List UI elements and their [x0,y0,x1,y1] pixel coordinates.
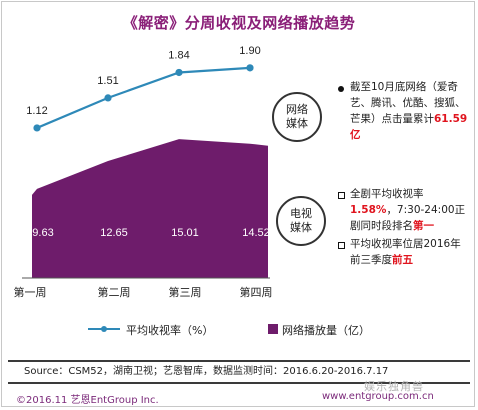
watermark-text: 娱乐独角兽 [364,380,424,393]
tv-note-text-2: ，7:30-24:00正剧同时段排名 [350,204,466,232]
tv-note-highlight-2: 第一 [413,220,434,232]
bullet-dot [338,86,344,92]
line-point [246,64,254,72]
legend-swatches [88,324,278,334]
legend-line-label: 平均收视率（%） [126,324,214,337]
tv-note-highlight-1: 1.58% [350,204,387,216]
network-note-text: 截至10月底网络（爱奇艺、腾讯、优酷、搜狐、芒果）点击量累计 [350,81,466,125]
tv-note-highlight-3: 前五 [392,254,413,266]
x-tick-label: 第一周 [14,285,47,299]
x-tick-label: 第二周 [98,285,131,299]
x-axis: 第一周 第二周 第三周 第四周 [14,277,273,299]
line-path [36,66,251,129]
tv-note-2: 平均收视率位居2016年前三季度前五 [350,236,468,268]
footer-website: www.entgroup.com.cn [322,391,434,402]
line-point [104,94,112,102]
area-data-label: 14.52 [242,227,270,239]
data-labels: 9.63 12.65 15.01 14.52 1.12 1.51 1.84 1.90 [26,45,269,239]
x-tick-label: 第四周 [240,285,273,299]
tv-media-badge: 电视媒体 [276,196,326,246]
footer-copyright: ©2016.11 艺恩EntGroup Inc. [16,395,159,406]
line-data-label: 1.12 [26,105,47,117]
legend-area-swatch [268,324,278,334]
tv-media-label: 电视媒体 [290,207,312,234]
source-note: Source：CSM52，湖南卫视；艺恩智库，数据监测时间：2016.6.20-… [8,360,470,384]
bullet-square [338,242,345,249]
line-data-label: 1.51 [97,75,118,87]
line-series [33,64,254,132]
tv-note-text-3: 平均收视率位居2016年前三季度 [350,238,461,266]
line-data-label: 1.90 [239,45,260,57]
chart-title: 《解密》分周收视及网络播放趋势 [122,14,356,32]
area-data-label: 15.01 [171,227,199,239]
area-series [32,139,268,278]
area-data-label: 9.63 [32,227,53,239]
line-point [33,124,41,132]
legend-area-label: 网络播放量（亿） [282,324,370,337]
area-fill [32,139,268,278]
network-media-label: 网络媒体 [286,103,308,130]
bullet-square [338,192,345,199]
line-data-label: 1.84 [168,49,189,61]
legend-line-marker [101,326,107,332]
tv-note-text-1: 全剧平均收视率 [350,188,424,200]
x-tick-label: 第三周 [169,285,202,299]
network-media-badge: 网络媒体 [272,92,322,142]
line-point [175,68,183,77]
network-note: 截至10月底网络（爱奇艺、腾讯、优酷、搜狐、芒果）点击量累计61.59亿 [350,79,468,143]
network-note-highlight: 61.59亿 [350,113,468,141]
area-data-label: 12.65 [100,227,128,239]
tv-note-1: 全剧平均收视率 1.58%，7:30-24:00正剧同时段排名第一 [350,186,474,234]
